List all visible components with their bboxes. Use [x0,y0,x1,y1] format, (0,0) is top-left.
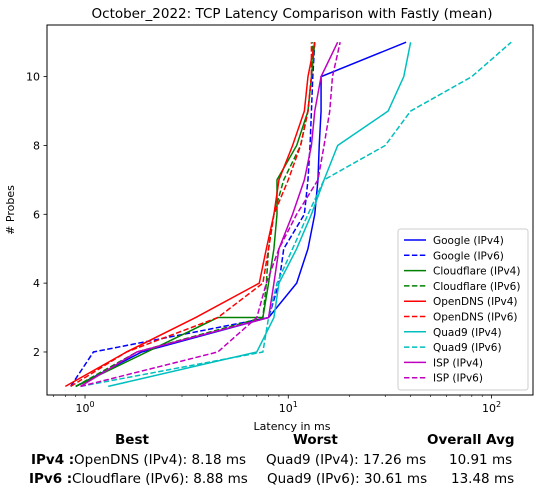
summary-best-value: OpenDNS (IPv4): 8.18 ms [74,452,247,468]
series-line-cloudflare-ipv4 [75,42,316,388]
summary-avg-value: 13.48 ms [451,471,515,487]
summary-worst-value: Quad9 (IPv4): 17.26 ms [266,452,427,468]
x-tick-label: 102 [482,400,501,415]
series-lines-layer [64,41,512,388]
y-tick-label: 8 [33,139,40,152]
y-tick-label: 6 [33,208,40,221]
series-line-quad9-ipv4 [108,42,412,388]
summary-row-label: IPv4 : [31,452,75,468]
x-axis-label: Latency in ms [254,420,331,432]
series-line-google-ipv4 [75,41,407,388]
legend-label: OpenDNS (IPv4) [433,296,518,308]
x-tick-label: 101 [279,400,298,415]
y-tick-label: 4 [33,277,40,290]
chart-title: October_2022: TCP Latency Comparison wit… [92,6,493,22]
summary-header-overall-avg: Overall Avg [427,432,515,448]
series-line-isp-ipv6 [80,42,341,388]
latency-chart: 100 101 102 2 4 6 8 10 October_2022: TCP Laten… [4,6,534,432]
x-tick-label: 100 [75,400,94,415]
summary-avg-value: 10.91 ms [449,452,513,468]
legend-label: Quad9 (IPv6) [433,342,502,354]
legend-label: OpenDNS (IPv6) [433,312,518,324]
x-axis: 100 101 102 [53,395,501,415]
summary-worst-value: Quad9 (IPv6): 30.61 ms [267,471,428,487]
plot-frame [46,24,534,396]
y-axis: 2 4 6 8 10 [26,71,47,359]
legend-label: Cloudflare (IPv4) [433,266,520,278]
legend-label: Google (IPv6) [433,250,504,262]
legend-label: Google (IPv4) [433,235,504,247]
series-line-quad9-ipv6 [80,41,512,388]
summary-header-worst: Worst [293,432,338,448]
series-line-isp-ipv4 [80,41,339,388]
y-tick-label: 2 [33,346,40,359]
series-line-google-ipv6 [70,42,316,387]
legend-box [397,228,529,391]
summary-best-value: Cloudflare (IPv6): 8.88 ms [72,471,248,487]
y-axis-label: # Probes [4,185,17,235]
legend-label: ISP (IPv6) [433,373,483,385]
legend-label: Quad9 (IPv4) [433,327,502,339]
summary-table: Best Worst Overall Avg IPv4 : OpenDNS (I… [0,432,548,494]
summary-header-best: Best [115,432,149,448]
legend-label: Cloudflare (IPv6) [433,281,520,293]
y-tick-label: 10 [26,71,40,84]
summary-row-label: IPv6 : [29,471,73,487]
legend: Google (IPv4) Google (IPv6) Cloudflare (IP… [397,228,529,391]
legend-label: ISP (IPv4) [433,357,483,369]
series-line-opendns-ipv6 [70,42,313,388]
